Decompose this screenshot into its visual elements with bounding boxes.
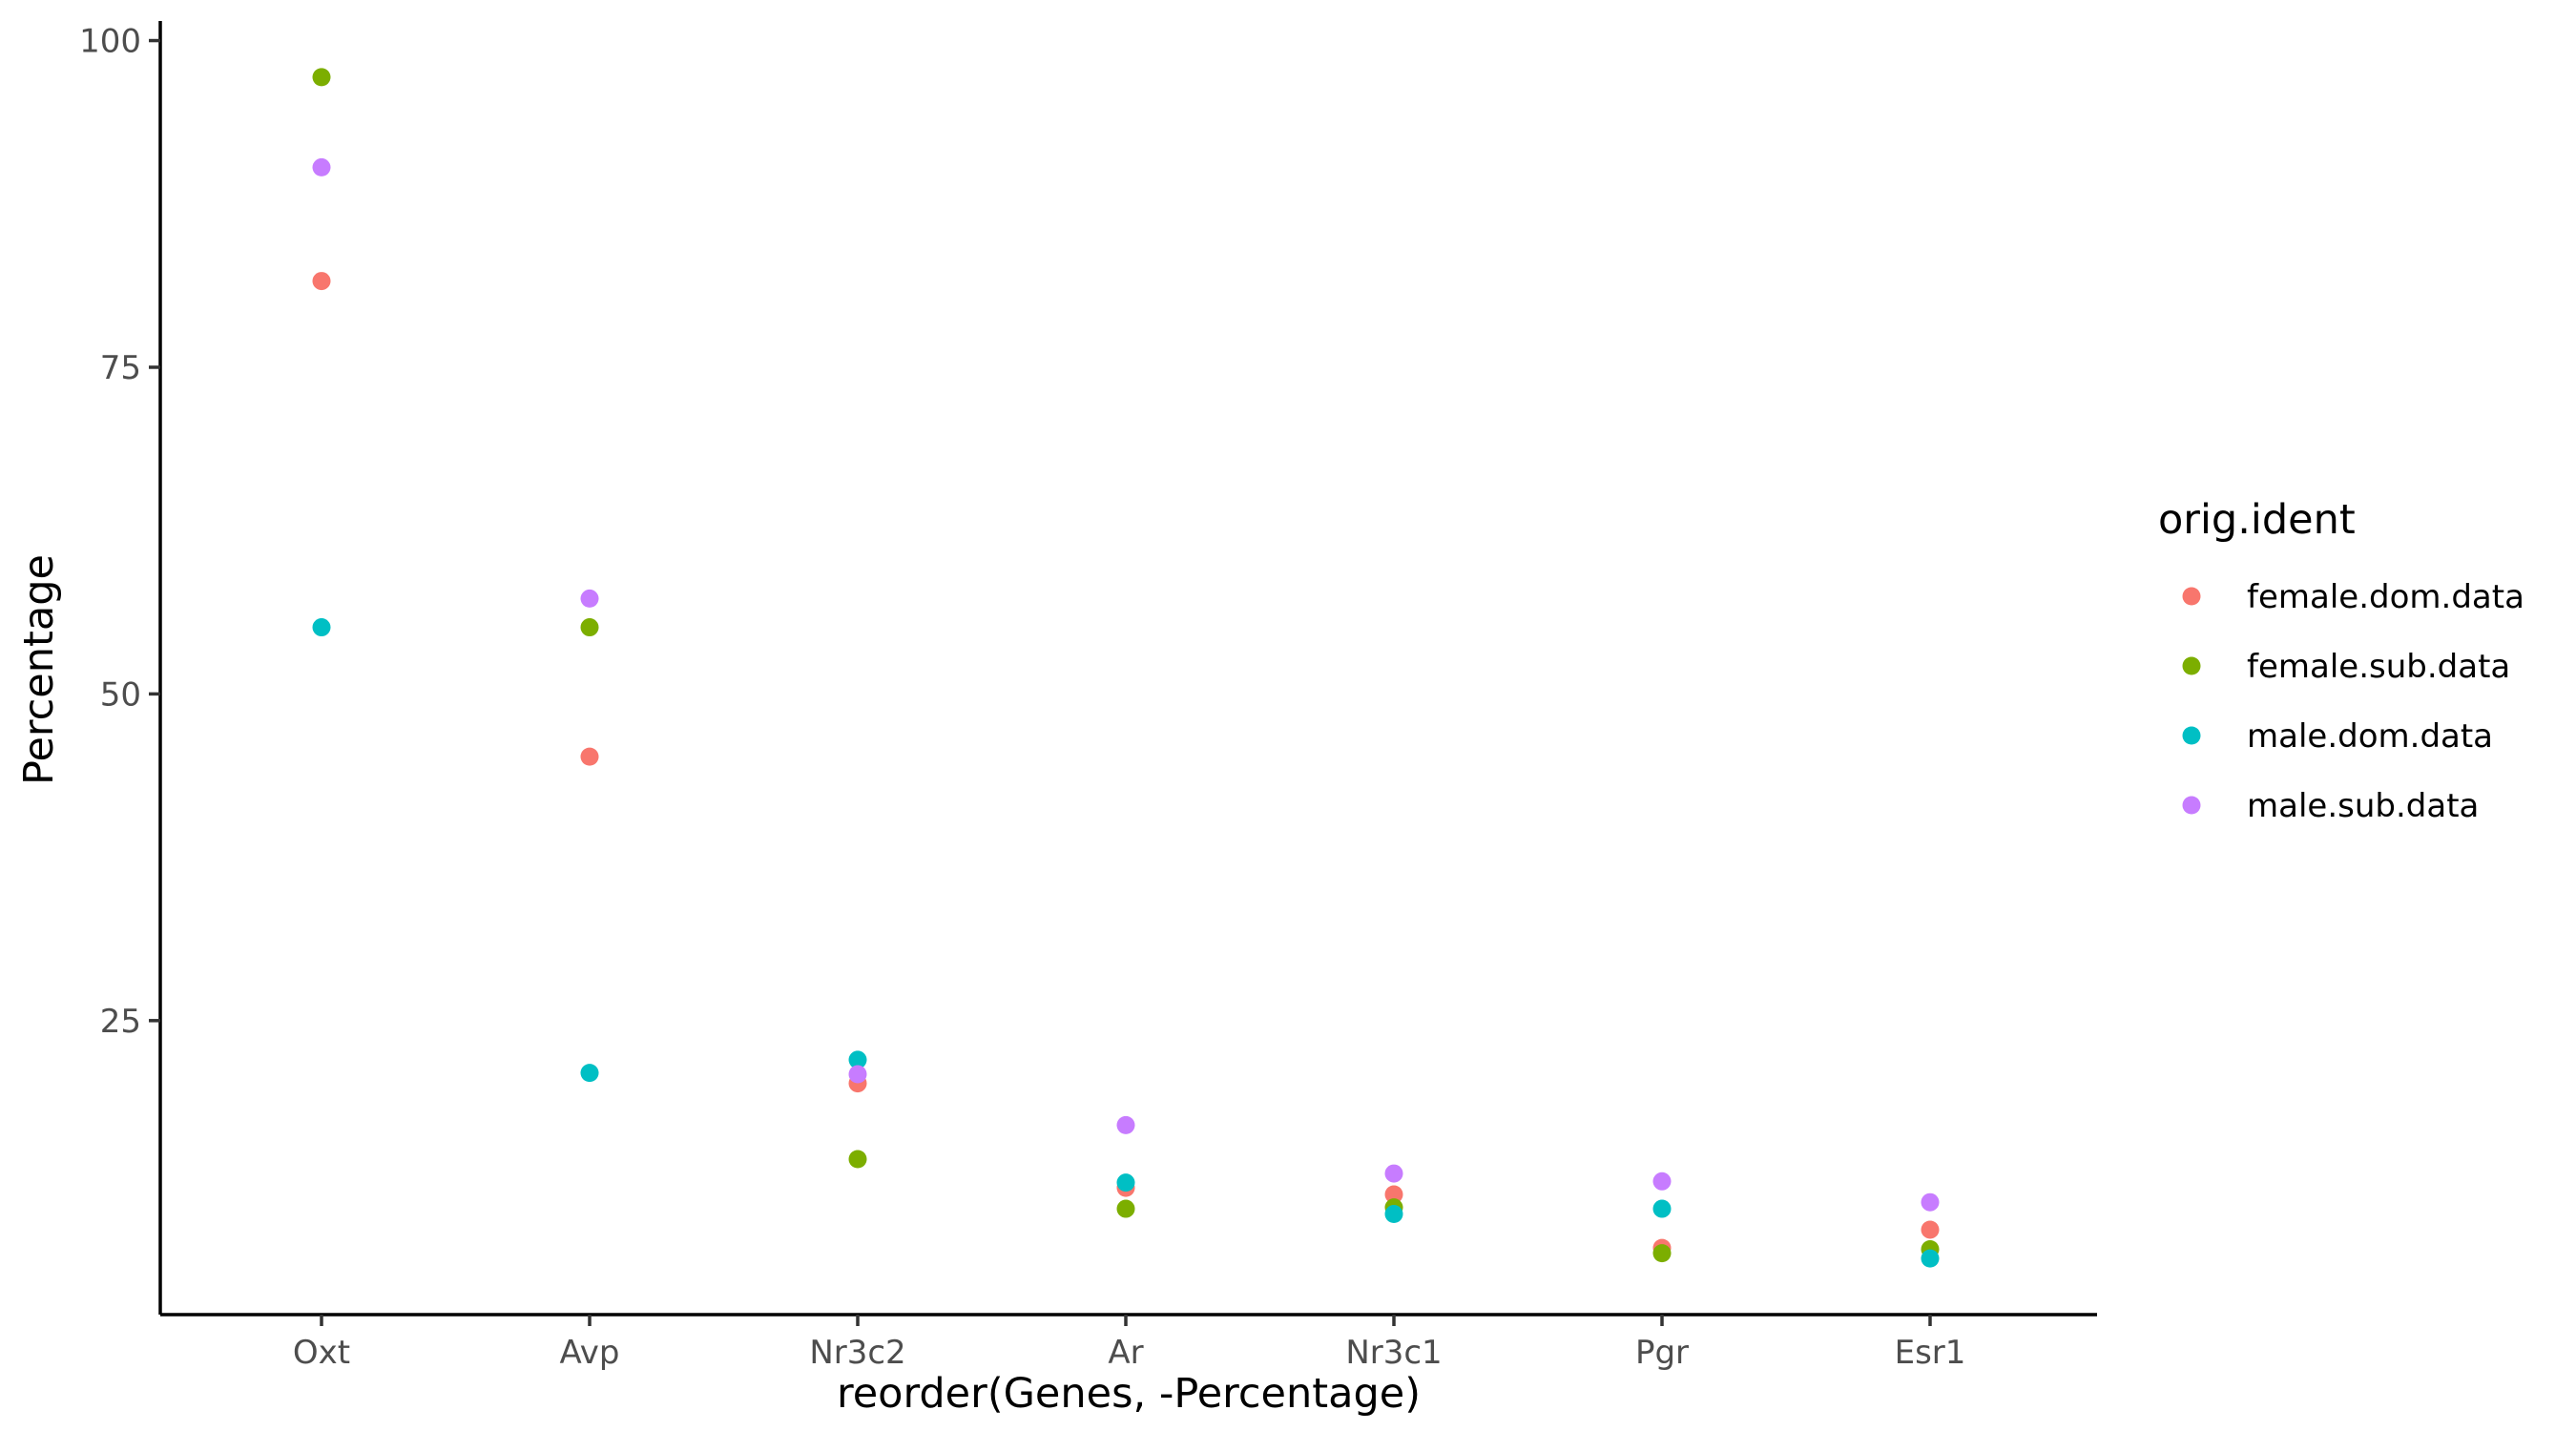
legend-label: female.dom.data bbox=[2247, 578, 2524, 616]
legend-key-female-dom-data bbox=[2183, 588, 2201, 606]
point-male-sub-data-avp bbox=[581, 590, 599, 608]
point-male-sub-data-nr3c2 bbox=[849, 1065, 867, 1083]
x-tick-label: Nr3c1 bbox=[1345, 1334, 1442, 1372]
point-male-dom-data-pgr bbox=[1653, 1200, 1672, 1218]
point-male-dom-data-nr3c1 bbox=[1385, 1205, 1403, 1223]
legend-label: female.sub.data bbox=[2247, 648, 2510, 686]
point-male-sub-data-ar bbox=[1117, 1116, 1135, 1134]
legend-key-male-sub-data bbox=[2183, 797, 2201, 815]
point-female-dom-data-avp bbox=[581, 748, 599, 766]
point-male-dom-data-esr1 bbox=[1922, 1250, 1940, 1268]
legend-items: female.dom.data female.sub.data male.dom.d… bbox=[2183, 578, 2524, 825]
point-female-sub-data-avp bbox=[581, 618, 599, 636]
point-female-sub-data-nr3c2 bbox=[849, 1151, 867, 1169]
x-tick-label: Ar bbox=[1108, 1334, 1143, 1372]
x-tick-label: Pgr bbox=[1635, 1334, 1689, 1372]
point-male-dom-data-avp bbox=[581, 1064, 599, 1082]
point-female-dom-data-oxt bbox=[313, 272, 331, 290]
x-ticks: Oxt Avp Nr3c2 Ar Nr3c1 Pgr Esr1 bbox=[293, 1315, 1966, 1372]
x-tick-label: Esr1 bbox=[1895, 1334, 1966, 1372]
x-tick-label: Oxt bbox=[293, 1334, 350, 1372]
point-male-sub-data-esr1 bbox=[1922, 1193, 1940, 1212]
legend: orig.ident female.dom.data female.sub.dat… bbox=[2158, 496, 2524, 825]
point-male-dom-data-ar bbox=[1117, 1173, 1135, 1192]
point-female-sub-data-oxt bbox=[313, 68, 331, 86]
y-tick-label: 100 bbox=[79, 23, 141, 61]
point-female-sub-data-pgr bbox=[1653, 1244, 1672, 1262]
legend-title: orig.ident bbox=[2158, 496, 2356, 544]
point-female-sub-data-ar bbox=[1117, 1200, 1135, 1218]
legend-label: male.sub.data bbox=[2247, 787, 2479, 825]
x-tick-label: Nr3c2 bbox=[809, 1334, 905, 1372]
y-tick-label: 75 bbox=[100, 349, 141, 387]
y-tick-label: 25 bbox=[100, 1003, 141, 1041]
y-axis-title: Percentage bbox=[15, 554, 63, 785]
legend-key-female-sub-data bbox=[2183, 657, 2201, 675]
point-male-sub-data-nr3c1 bbox=[1385, 1165, 1403, 1183]
legend-label: male.dom.data bbox=[2247, 717, 2493, 756]
x-tick-label: Avp bbox=[560, 1334, 620, 1372]
point-male-dom-data-oxt bbox=[313, 618, 331, 636]
point-male-sub-data-oxt bbox=[313, 158, 331, 176]
point-female-dom-data-esr1 bbox=[1922, 1220, 1940, 1238]
legend-key-male-dom-data bbox=[2183, 727, 2201, 745]
data-points bbox=[313, 68, 1940, 1267]
y-tick-label: 50 bbox=[100, 675, 141, 714]
y-ticks: 25 50 75 100 bbox=[79, 23, 160, 1041]
point-male-sub-data-pgr bbox=[1653, 1172, 1672, 1191]
x-axis-title: reorder(Genes, -Percentage) bbox=[837, 1370, 1421, 1418]
